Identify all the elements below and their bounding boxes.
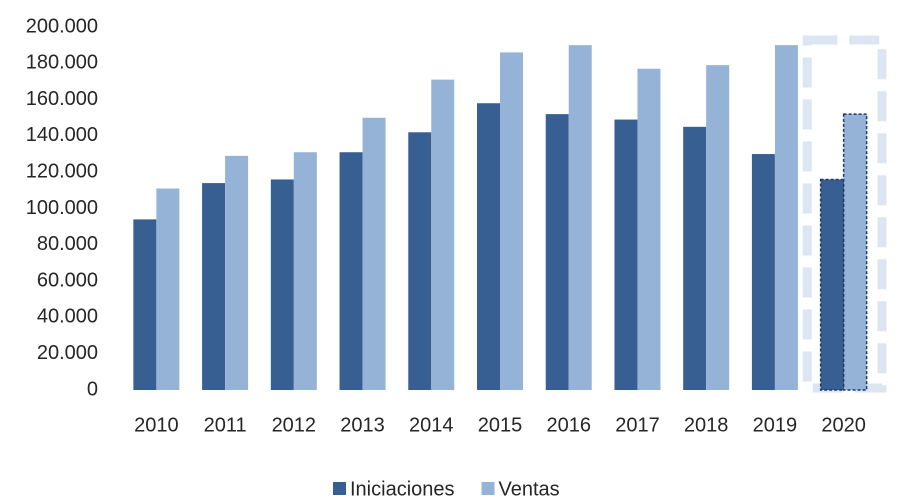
bar xyxy=(751,154,775,390)
x-tick-label: 2019 xyxy=(753,414,798,436)
bar xyxy=(362,117,386,390)
bar xyxy=(293,152,317,390)
bar xyxy=(842,113,868,391)
y-tick-label: 40.000 xyxy=(37,306,98,328)
y-tick-label: 0 xyxy=(87,378,98,400)
bar xyxy=(568,45,592,391)
y-tick-label: 140.000 xyxy=(26,124,98,146)
legend-swatch xyxy=(481,482,495,495)
y-tick-label: 200.000 xyxy=(26,15,98,37)
bar xyxy=(408,132,432,390)
bar xyxy=(706,65,730,391)
x-tick-label: 2017 xyxy=(615,414,660,436)
bar xyxy=(202,183,226,390)
bar xyxy=(774,45,798,391)
bar xyxy=(477,103,500,390)
x-tick-label: 2012 xyxy=(272,414,317,436)
bar xyxy=(270,179,294,390)
bar xyxy=(156,188,180,390)
bar xyxy=(819,178,845,391)
y-tick-label: 20.000 xyxy=(37,342,98,364)
y-tick-label: 100.000 xyxy=(26,197,98,219)
bar xyxy=(500,52,523,390)
y-tick-label: 80.000 xyxy=(37,233,98,255)
y-tick-label: 160.000 xyxy=(26,88,98,110)
x-tick-label: 2010 xyxy=(134,414,179,436)
legend-swatch xyxy=(333,482,346,495)
x-tick-label: 2014 xyxy=(409,414,454,436)
y-tick-label: 120.000 xyxy=(26,160,98,182)
x-tick-label: 2011 xyxy=(204,414,247,436)
bar xyxy=(614,119,638,390)
x-tick-label: 2018 xyxy=(684,414,729,436)
y-tick-label: 60.000 xyxy=(37,269,98,291)
legend-label: Iniciaciones xyxy=(350,478,455,500)
bar xyxy=(133,219,157,390)
bar xyxy=(339,152,363,390)
bar xyxy=(637,68,661,391)
bar xyxy=(545,114,569,391)
bar xyxy=(431,79,455,390)
bar xyxy=(683,126,707,390)
x-tick-label: 2016 xyxy=(546,414,591,436)
x-tick-label: 2020 xyxy=(821,414,866,436)
legend-label: Ventas xyxy=(499,478,560,500)
x-tick-label: 2013 xyxy=(340,414,385,436)
x-tick-label: 2015 xyxy=(478,414,523,436)
y-tick-label: 180.000 xyxy=(26,52,98,74)
bar xyxy=(225,155,249,390)
